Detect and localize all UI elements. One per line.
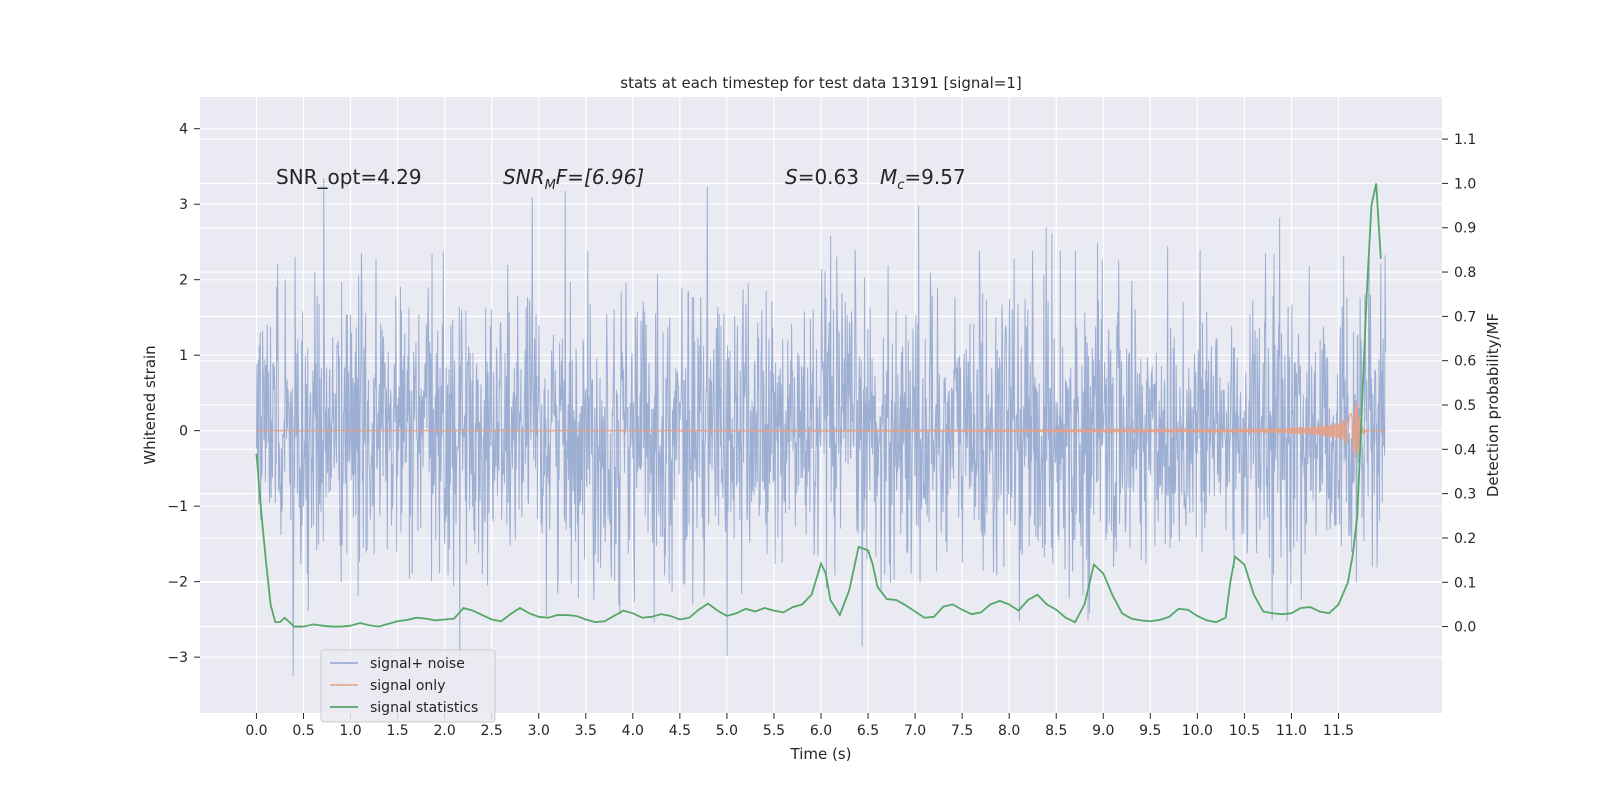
annotation-s-value: =0.63 bbox=[798, 165, 859, 189]
x-tick-label: 6.5 bbox=[857, 723, 879, 739]
x-axis-ticks: 0.0 0.5 1.0 1.5 2.0 2.5 3.0 3.5 4.0 4.5 5.0 5.5 6.0 6… bbox=[245, 713, 1354, 739]
signal-statistics-series bbox=[255, 183, 1382, 628]
annotation-mc-name: M bbox=[880, 165, 897, 189]
y-right-tick-label: 0.9 bbox=[1454, 221, 1476, 237]
legend-label-stats: signal statistics bbox=[370, 700, 478, 716]
y-right-tick-label: 0.1 bbox=[1454, 575, 1476, 591]
x-tick-label: 11.0 bbox=[1276, 723, 1307, 739]
x-tick-label: 5.0 bbox=[716, 723, 738, 739]
x-tick-label: 7.0 bbox=[904, 723, 926, 739]
x-tick-label: 2.0 bbox=[434, 723, 456, 739]
x-tick-label: 3.0 bbox=[528, 723, 550, 739]
signal-only-line bbox=[256, 400, 1386, 458]
y-right-tick-label: 0.2 bbox=[1454, 531, 1476, 547]
legend: signal+ noise signal only signal statist… bbox=[320, 649, 496, 723]
y-right-tick-label: 0.6 bbox=[1454, 354, 1476, 370]
x-tick-label: 1.5 bbox=[386, 723, 408, 739]
signal-noise-line bbox=[255, 178, 1387, 677]
x-tick-label: 0.5 bbox=[292, 723, 314, 739]
y-right-tick-label: 0.5 bbox=[1454, 398, 1476, 414]
y-left-tick-label: 2 bbox=[179, 273, 188, 289]
legend-label-signal: signal only bbox=[370, 678, 445, 694]
legend-box bbox=[320, 649, 496, 723]
y-right-tick-label: 1.0 bbox=[1454, 176, 1476, 192]
y-left-tick-label: −2 bbox=[167, 575, 188, 591]
x-tick-label: 3.5 bbox=[575, 723, 597, 739]
x-tick-label: 5.5 bbox=[763, 723, 785, 739]
x-tick-label: 4.0 bbox=[622, 723, 644, 739]
y-left-tick-label: 0 bbox=[179, 424, 188, 440]
annotation-s-name: S bbox=[785, 165, 798, 189]
x-tick-label: 6.0 bbox=[810, 723, 832, 739]
x-tick-label: 10.0 bbox=[1182, 723, 1213, 739]
y-right-axis-ticks: 1.1 1.0 0.9 0.8 0.7 0.6 0.5 0.4 0.3 0.2 0.1 0.0 bbox=[1442, 132, 1476, 636]
x-tick-label: 0.0 bbox=[245, 723, 267, 739]
x-tick-label: 8.5 bbox=[1045, 723, 1067, 739]
y-left-tick-label: 3 bbox=[179, 197, 188, 213]
annotation-snr-mf: SNRMF=[6.96] bbox=[503, 165, 644, 193]
x-tick-label: 4.5 bbox=[669, 723, 691, 739]
y-left-tick-label: 1 bbox=[179, 348, 188, 364]
y-left-axis-ticks: 4 3 2 1 0 −1 −2 −3 bbox=[167, 122, 200, 666]
y-left-tick-label: −3 bbox=[167, 650, 188, 666]
chart-title: stats at each timestep for test data 131… bbox=[620, 74, 1021, 92]
signal-noise-series bbox=[255, 178, 1387, 677]
annotation-s: S=0.63 bbox=[785, 165, 859, 189]
y-left-tick-label: 4 bbox=[179, 122, 188, 138]
annotation-snr-opt: SNR_opt=4.29 bbox=[276, 165, 422, 189]
y-left-tick-label: −1 bbox=[167, 499, 188, 515]
y-right-axis-label: Detection probability/MF bbox=[1484, 313, 1502, 497]
legend-label-noise: signal+ noise bbox=[370, 656, 465, 672]
x-tick-label: 7.5 bbox=[951, 723, 973, 739]
y-right-tick-label: 0.7 bbox=[1454, 309, 1476, 325]
annotation-mc-sub: c bbox=[897, 178, 904, 193]
x-tick-label: 8.0 bbox=[998, 723, 1020, 739]
x-tick-label: 10.5 bbox=[1229, 723, 1260, 739]
annotation-snr-mf-rest: F=[6.96] bbox=[556, 165, 644, 189]
signal-statistics-line bbox=[255, 183, 1382, 628]
y-right-tick-label: 0.0 bbox=[1454, 620, 1476, 636]
x-tick-label: 9.0 bbox=[1092, 723, 1114, 739]
annotation-snr-mf-sub: M bbox=[545, 178, 556, 193]
x-tick-label: 11.5 bbox=[1323, 723, 1354, 739]
x-tick-label: 1.0 bbox=[339, 723, 361, 739]
y-right-tick-label: 0.4 bbox=[1454, 442, 1476, 458]
y-right-tick-label: 1.1 bbox=[1454, 132, 1476, 148]
x-tick-label: 2.5 bbox=[481, 723, 503, 739]
y-right-tick-label: 0.8 bbox=[1454, 265, 1476, 281]
x-tick-label: 9.5 bbox=[1139, 723, 1161, 739]
y-left-axis-label: Whitened strain bbox=[141, 345, 159, 464]
x-axis-label: Time (s) bbox=[790, 745, 852, 763]
annotation-snr-mf-name: SNR bbox=[503, 165, 545, 189]
y-right-tick-label: 0.3 bbox=[1454, 487, 1476, 503]
annotation-mc: Mc=9.57 bbox=[880, 165, 966, 193]
signal-only-series bbox=[256, 400, 1386, 458]
annotation-mc-value: =9.57 bbox=[904, 165, 965, 189]
